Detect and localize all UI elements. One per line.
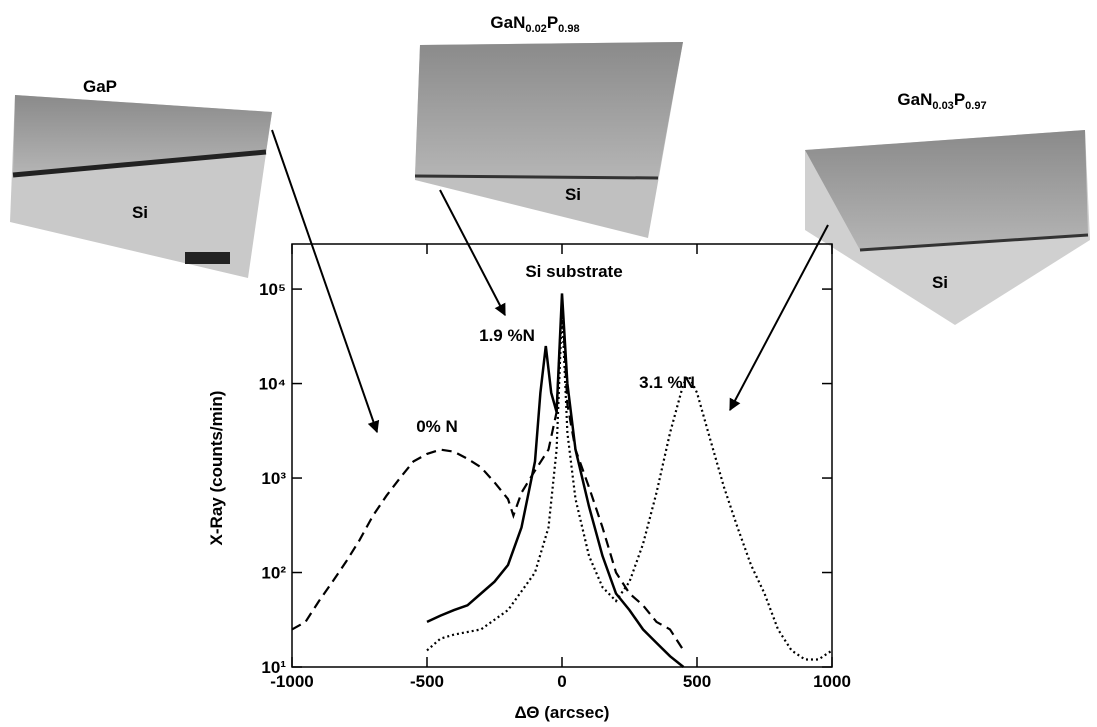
image-title: GaN0.02P0.98 — [490, 13, 579, 35]
formula-part: GaN — [897, 90, 932, 109]
arrow — [439, 189, 506, 317]
x-tick-label: 500 — [683, 672, 711, 691]
arrow — [729, 224, 829, 412]
subscript: 0.98 — [558, 23, 579, 35]
y-tick-label: 10¹ — [261, 658, 286, 677]
data-line — [426, 293, 685, 668]
series-label: 3.1 %N — [639, 373, 695, 392]
tem-image-gan002 — [414, 42, 683, 238]
y-axis-label: X-Ray (counts/min) — [207, 391, 226, 546]
x-axis-label: ΔΘ (arcsec) — [515, 703, 610, 722]
y-tick-label: 10³ — [261, 469, 286, 488]
tem-image-gan003 — [805, 130, 1090, 325]
tem-image-gap — [10, 95, 272, 278]
series-label: 0% N — [416, 417, 458, 436]
y-tick-label: 10⁴ — [259, 375, 286, 394]
x-tick-label: -500 — [410, 672, 444, 691]
subscript: 0.03 — [932, 100, 953, 112]
series-label: 1.9 %N — [479, 326, 535, 345]
formula-part: GaN — [490, 13, 525, 32]
subscript: 0.02 — [525, 23, 546, 35]
data-line — [291, 298, 685, 651]
x-tick-label: 1000 — [813, 672, 851, 691]
x-tick-label: 0 — [557, 672, 566, 691]
y-tick-label: 10⁵ — [259, 280, 286, 299]
formula-part: P — [547, 13, 558, 32]
x-tick-label: -1000 — [270, 672, 313, 691]
image-title: GaP — [83, 77, 117, 96]
substrate-label: Si — [132, 203, 148, 222]
formula-part: P — [954, 90, 965, 109]
image-title: GaN0.03P0.97 — [897, 90, 986, 112]
annotation: Si substrate — [525, 262, 622, 281]
y-tick-label: 10² — [261, 564, 286, 583]
formula-part: GaP — [83, 77, 117, 96]
substrate-label: Si — [932, 273, 948, 292]
substrate-label: Si — [565, 185, 581, 204]
data-line — [426, 309, 833, 661]
arrow — [271, 129, 380, 434]
subscript: 0.97 — [965, 100, 986, 112]
